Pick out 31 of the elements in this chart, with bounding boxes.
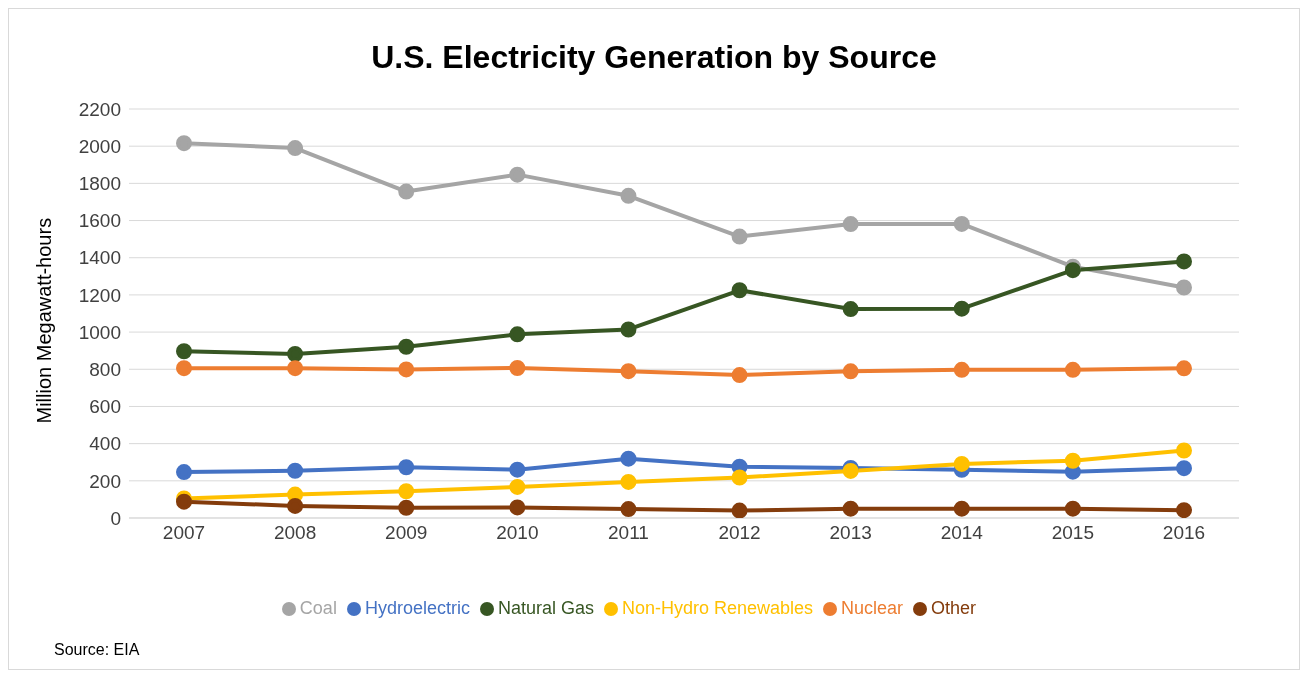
x-tick-label: 2011 [608, 522, 649, 544]
legend-label: Natural Gas [497, 598, 594, 618]
x-tick-label: 2016 [1162, 522, 1206, 544]
y-tick-label: 1400 [78, 247, 121, 269]
legend-label: Other [931, 598, 977, 618]
y-tick-label: 200 [89, 470, 121, 492]
y-tick-label: 400 [89, 433, 121, 455]
legend-label: Nuclear [841, 598, 904, 618]
x-tick-label: 2007 [162, 522, 206, 544]
x-tick-label: 2014 [940, 522, 984, 544]
y-tick-label: 2000 [78, 135, 121, 157]
y-tick-label: 1000 [78, 321, 121, 343]
y-tick-label: 600 [89, 396, 121, 418]
y-tick-label: 1800 [78, 173, 121, 195]
x-tick-label: 2012 [718, 522, 761, 544]
y-tick-label: 800 [89, 359, 121, 381]
y-tick-label: 1600 [78, 210, 121, 232]
legend-label: Coal [299, 598, 337, 618]
x-tick-label: 2010 [496, 522, 539, 544]
source-note: Source: EIA [54, 641, 140, 659]
x-tick-label: 2008 [273, 522, 317, 544]
y-tick-label: 1200 [78, 284, 121, 306]
y-axis-title: Million Megawatt-hours [33, 217, 56, 424]
x-tick-label: 2013 [829, 522, 872, 544]
x-tick-label: 2015 [1051, 522, 1095, 544]
y-tick-label: 0 [110, 507, 121, 529]
x-tick-label: 2009 [385, 522, 428, 544]
chart-title: U.S. Electricity Generation by Source [370, 38, 938, 77]
y-tick-label: 2200 [78, 98, 121, 120]
legend-label: Non-Hydro Renewables [621, 598, 814, 618]
legend-label: Hydroelectric [364, 598, 470, 618]
